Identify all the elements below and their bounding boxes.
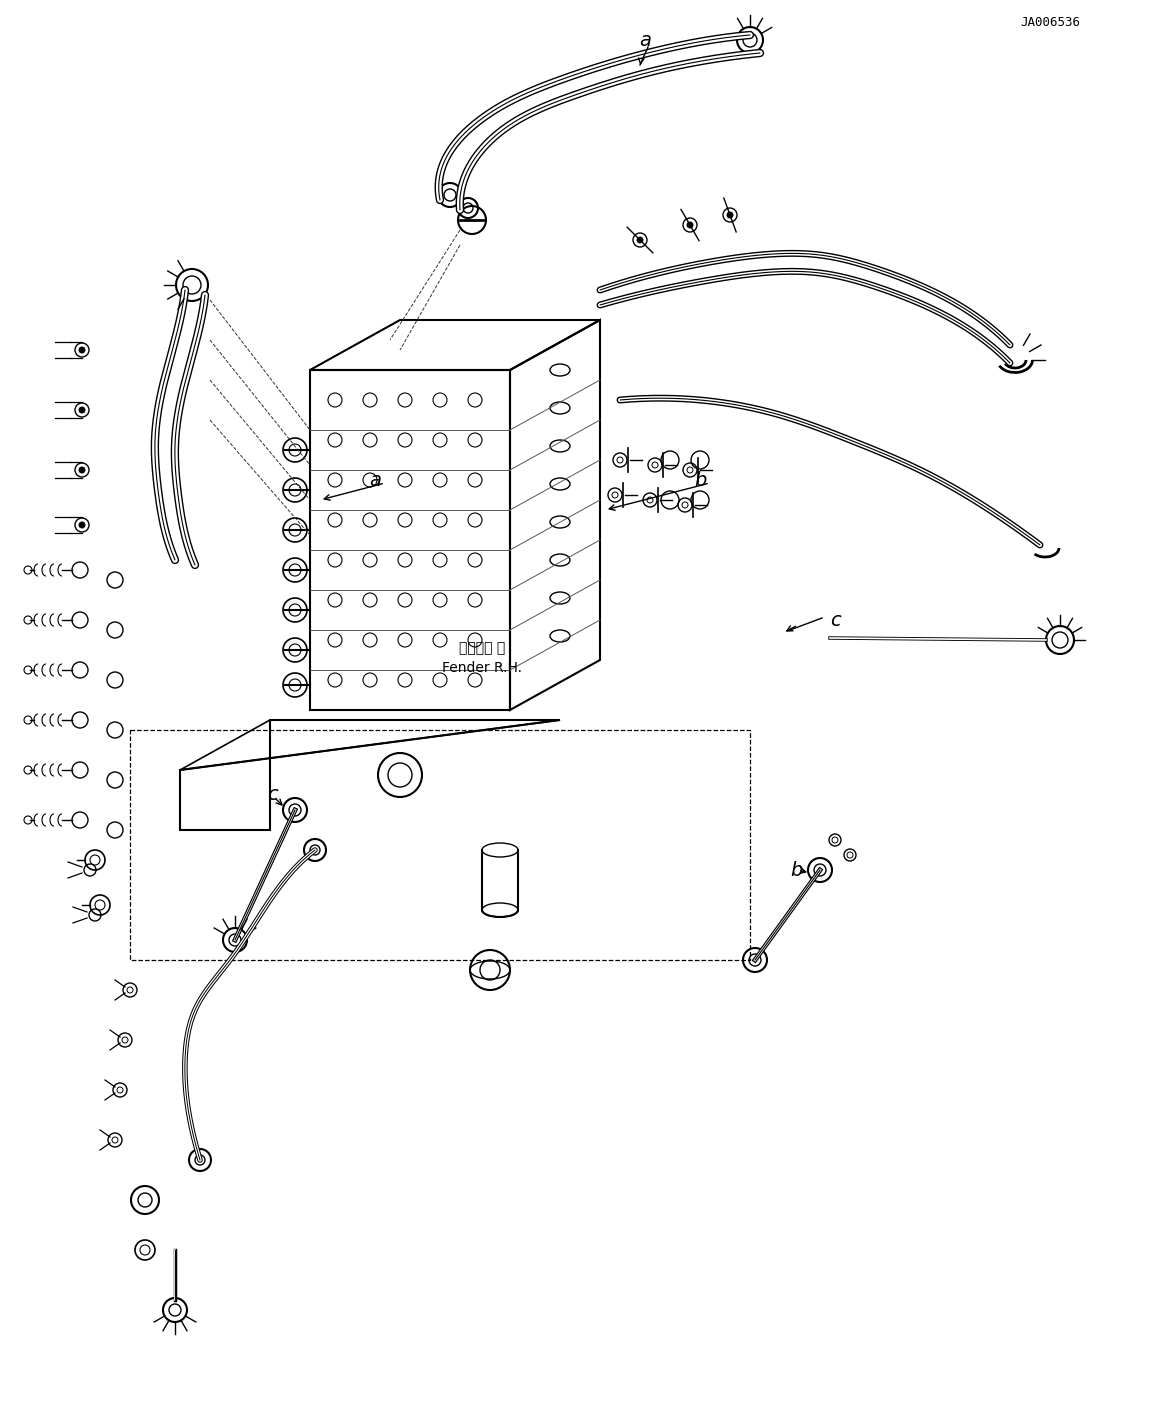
Text: a: a — [369, 470, 381, 490]
Circle shape — [727, 212, 733, 219]
Text: フェンダ 右: フェンダ 右 — [459, 640, 505, 655]
Text: c: c — [266, 785, 277, 805]
Circle shape — [79, 408, 85, 413]
Text: c: c — [829, 611, 841, 629]
Circle shape — [637, 237, 643, 243]
Circle shape — [687, 222, 693, 229]
Circle shape — [79, 346, 85, 354]
Text: Fender R.H.: Fender R.H. — [442, 660, 522, 674]
Text: b: b — [694, 470, 706, 490]
Circle shape — [79, 523, 85, 528]
Text: b: b — [790, 861, 802, 879]
Text: JA006536: JA006536 — [1020, 16, 1080, 28]
Text: a: a — [638, 30, 651, 50]
Circle shape — [79, 467, 85, 473]
